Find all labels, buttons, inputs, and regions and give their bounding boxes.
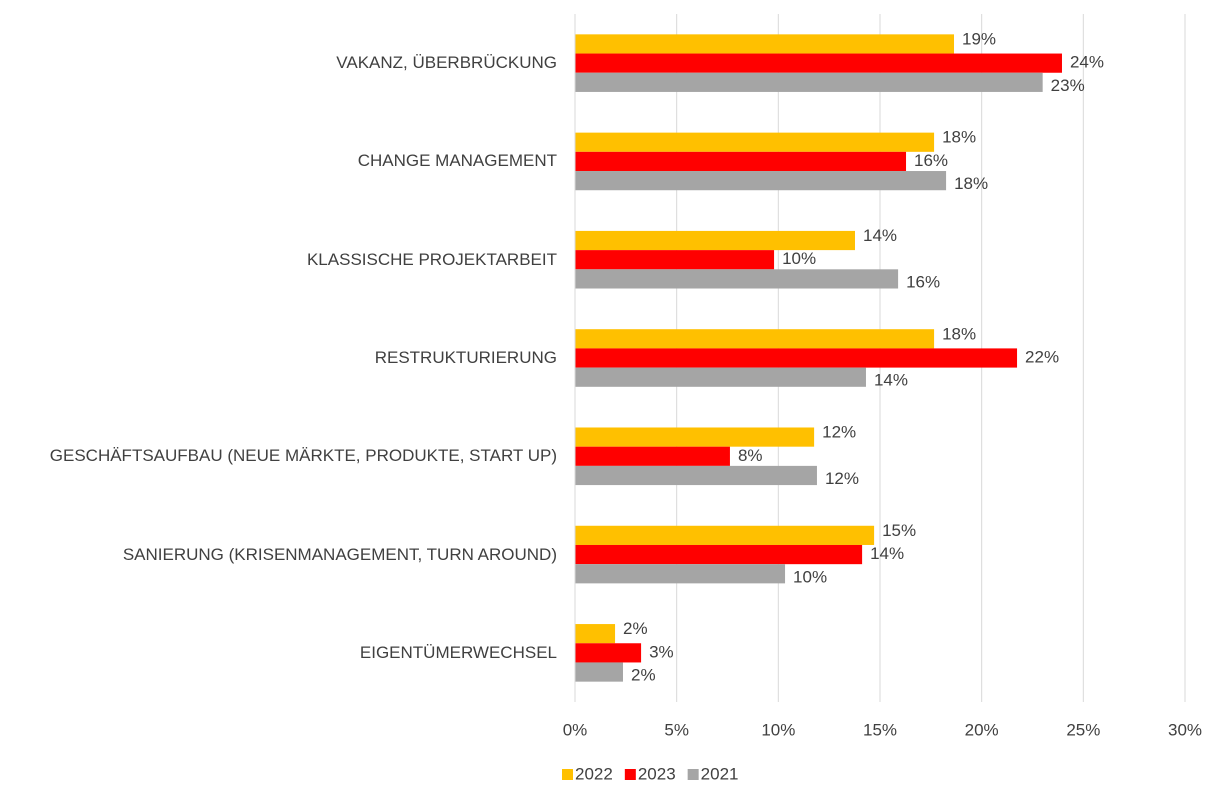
data-label: 10% [793,567,827,586]
bar [575,329,935,349]
bar [575,72,1043,92]
data-label: 12% [825,469,859,488]
x-tick-label: 5% [664,720,689,739]
y-tick-label: KLASSISCHE PROJEKTARBEIT [306,249,557,269]
x-tick-label: 0% [563,720,588,739]
legend-label: 2021 [701,764,739,783]
y-tick-label: SANIERUNG (KRISENMANAGEMENT, TURN AROUND… [122,544,557,564]
data-label: 2% [623,619,648,638]
bar [575,367,866,387]
data-label: 12% [822,423,856,442]
bar [575,269,899,289]
data-label: 18% [942,128,976,147]
data-label: 8% [738,446,763,465]
bar [575,34,955,54]
x-tick-label: 10% [761,720,795,739]
bar [575,465,817,486]
y-tick-label: RESTRUKTURIERUNG [374,348,557,367]
bar [575,643,642,663]
x-tick-label: 20% [965,720,999,739]
x-tick-label: 15% [863,720,897,739]
bar [575,230,855,251]
data-label: 14% [863,226,897,245]
x-tick-label: 25% [1066,720,1100,739]
y-tick-label: CHANGE MANAGEMENT [357,151,557,171]
data-label: 14% [870,544,904,563]
legend-swatch [562,769,573,780]
data-label: 2% [631,666,656,685]
bar [575,171,947,191]
data-label: 14% [874,371,908,390]
data-label: 18% [942,324,976,343]
legend-swatch [624,769,636,780]
legend-swatch [687,769,699,780]
data-label: 3% [649,642,674,661]
data-label: 18% [954,174,988,193]
bar [575,446,730,466]
legend-label: 2022 [575,764,613,783]
data-label: 10% [782,249,816,268]
x-tick-label: 30% [1168,720,1202,739]
bar [575,53,1062,73]
bar [575,662,623,682]
bar [575,250,775,270]
bar [575,132,935,152]
data-label: 22% [1025,347,1059,366]
data-label: 16% [906,272,940,291]
bar [575,624,616,644]
data-label: 23% [1051,76,1085,95]
data-label: 15% [882,521,916,540]
y-tick-label: VAKANZ, ÜBERBRÜCKUNG [336,53,557,73]
bar [575,348,1018,368]
bar [575,564,786,584]
data-label: 19% [962,29,996,48]
bar [575,151,907,172]
y-tick-label: EIGENTÜMERWECHSEL [359,642,557,662]
bar [575,544,863,565]
bar [575,427,815,447]
legend-label: 2023 [638,764,676,783]
data-label: 24% [1070,53,1104,72]
data-label: 16% [914,151,948,170]
bar [575,525,875,545]
y-tick-label: GESCHÄFTSAUFBAU (NEUE MÄRKTE, PRODUKTE, … [49,446,557,466]
